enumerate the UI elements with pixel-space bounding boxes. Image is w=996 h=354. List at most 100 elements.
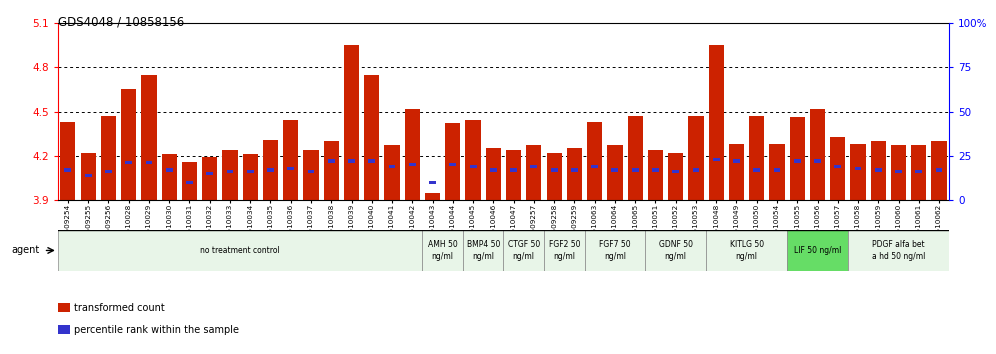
Text: no treatment control: no treatment control [200,246,280,255]
Bar [592,165,598,168]
Bar [753,168,760,172]
Bar [848,230,949,271]
Bar [122,89,136,200]
Bar [668,153,683,200]
Bar [567,148,582,200]
Text: percentile rank within the sample: percentile rank within the sample [74,325,239,335]
Text: KITLG 50
ng/ml: KITLG 50 ng/ml [729,240,764,261]
Bar [58,230,422,271]
Bar [308,170,315,173]
Text: BMP4 50
ng/ml: BMP4 50 ng/ml [466,240,500,261]
Bar [445,123,460,200]
Bar [851,144,866,200]
Bar [672,170,679,173]
Text: GDNF 50
ng/ml: GDNF 50 ng/ml [658,240,692,261]
Text: CTGF 50
ng/ml: CTGF 50 ng/ml [508,240,540,261]
Bar [544,230,585,271]
Bar [612,168,619,172]
Bar [186,181,193,184]
Bar [587,122,603,200]
Bar [645,230,706,271]
Bar [81,153,96,200]
Bar [328,159,335,163]
Text: transformed count: transformed count [74,303,164,313]
Bar [911,145,926,200]
Bar [470,165,476,168]
Bar [145,161,152,165]
Bar [794,159,801,163]
Bar [855,166,862,170]
Bar [652,168,658,172]
Bar [263,139,278,200]
Bar [85,173,92,177]
Bar [384,145,399,200]
Bar [708,45,724,200]
Bar [915,170,922,173]
Text: AMH 50
ng/ml: AMH 50 ng/ml [428,240,457,261]
Bar [551,168,558,172]
Bar [125,161,132,165]
Text: PDGF alfa bet
a hd 50 ng/ml: PDGF alfa bet a hd 50 ng/ml [872,240,925,261]
Bar [733,159,740,163]
Bar [688,116,703,200]
Bar [202,157,217,200]
Bar [206,172,213,175]
Bar [463,230,504,271]
Bar [182,162,197,200]
Bar [65,168,72,172]
Bar [547,153,562,200]
Text: LIF 50 ng/ml: LIF 50 ng/ml [794,246,842,255]
Bar [891,145,906,200]
Bar [324,141,339,200]
Bar [531,165,537,168]
Bar [790,118,805,200]
Bar [706,230,787,271]
Bar [935,168,942,172]
Bar [787,230,848,271]
Bar [814,159,821,163]
Bar [486,148,501,200]
Bar [931,141,946,200]
Bar [504,230,544,271]
Bar [61,122,76,200]
Bar [874,168,881,172]
Bar [105,170,112,173]
Bar [165,168,172,172]
Bar [222,150,238,200]
Bar [287,166,294,170]
Bar [769,144,785,200]
Bar [871,141,885,200]
Bar [490,168,497,172]
Bar [631,168,638,172]
Bar [510,168,517,172]
Bar [571,168,578,172]
Bar [365,75,379,200]
Bar [895,170,902,173]
Bar [449,163,456,166]
Text: FGF7 50
ng/ml: FGF7 50 ng/ml [599,240,630,261]
Bar [526,145,542,200]
Bar [404,109,420,200]
Bar [101,116,116,200]
Bar [429,181,436,184]
Bar [835,165,842,168]
Bar [141,75,156,200]
Bar [585,230,645,271]
Bar [810,109,825,200]
Text: FGF2 50
ng/ml: FGF2 50 ng/ml [549,240,580,261]
Bar [425,193,440,200]
Bar [344,45,360,200]
Bar [267,168,274,172]
Bar [369,159,375,163]
Bar [506,150,521,200]
Bar [161,154,177,200]
Bar [627,116,642,200]
Bar [247,170,254,173]
Bar [283,120,299,200]
Text: GDS4048 / 10858156: GDS4048 / 10858156 [58,16,184,29]
Bar [713,158,720,161]
Bar [243,154,258,200]
Bar [749,116,764,200]
Bar [304,150,319,200]
Bar [608,145,622,200]
